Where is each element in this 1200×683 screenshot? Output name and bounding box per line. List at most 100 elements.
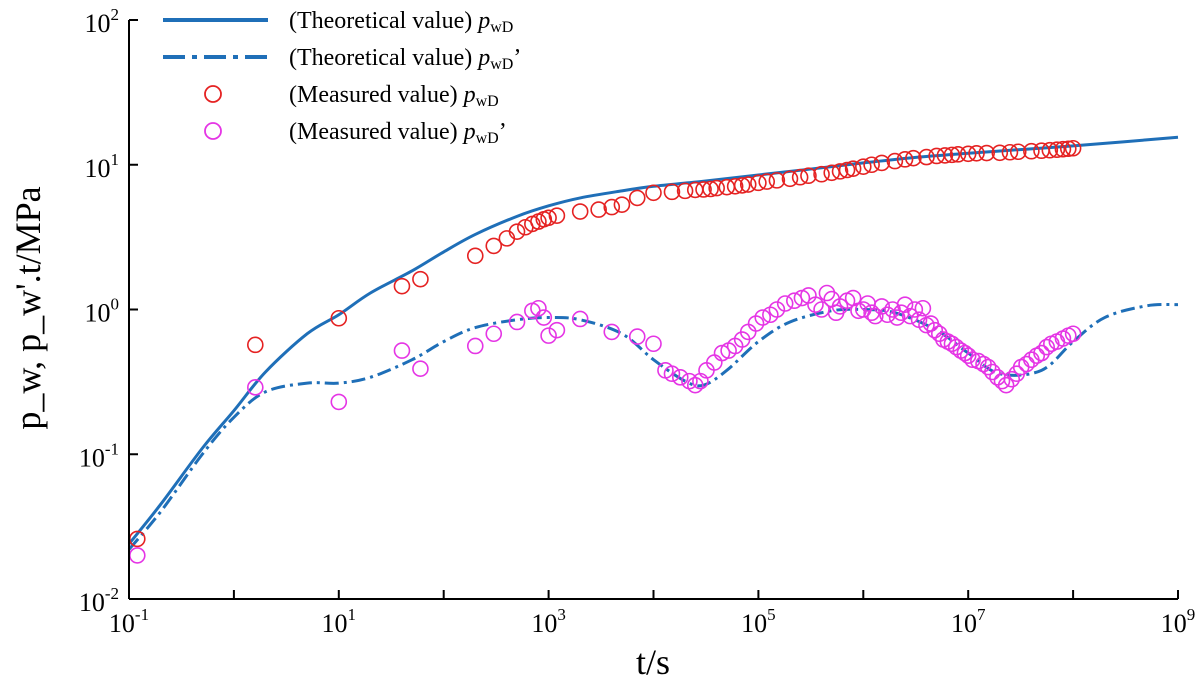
- data-point-series-3: [603, 198, 621, 216]
- data-point-series-4: [879, 306, 896, 324]
- y-tick-label: 10-2: [79, 584, 119, 617]
- data-point-series-4: [818, 284, 836, 302]
- y-tick-label: 102: [85, 5, 120, 38]
- x-tick-label: 105: [741, 605, 776, 638]
- data-point-series-3: [498, 230, 516, 247]
- data-point-series-3: [1041, 141, 1059, 159]
- data-point-series-4: [776, 295, 794, 312]
- data-point-series-3: [508, 223, 526, 240]
- data-point-series-4: [530, 299, 547, 317]
- legend-label-2: (Theoretical value) pwD’: [289, 45, 521, 73]
- data-point-series-3: [991, 144, 1009, 162]
- data-point-series-3: [676, 182, 694, 200]
- data-point-series-4: [645, 335, 662, 353]
- data-point-series-3: [1054, 140, 1072, 158]
- plot-marks: [127, 135, 1179, 564]
- data-point-series-3: [695, 181, 712, 198]
- data-point-series-3: [702, 180, 719, 198]
- data-point-series-4: [671, 369, 689, 386]
- data-point-series-4: [914, 299, 932, 317]
- data-point-series-3: [905, 149, 922, 167]
- data-point-series-4: [1018, 355, 1035, 373]
- data-point-series-4: [896, 296, 914, 313]
- data-point-series-4: [508, 313, 526, 331]
- data-point-series-4: [548, 321, 566, 339]
- data-point-series-4: [888, 309, 906, 326]
- data-point-series-3: [943, 146, 961, 164]
- data-point-series-4: [1064, 325, 1082, 343]
- legend-label-4: (Measured value) pwD’: [289, 119, 507, 147]
- data-point-series-3: [844, 160, 862, 177]
- data-point-series-3: [791, 168, 809, 186]
- data-point-series-4: [786, 292, 803, 310]
- data-point-series-4: [129, 547, 146, 564]
- data-point-series-4: [984, 363, 1001, 381]
- data-point-series-4: [485, 325, 503, 343]
- data-point-series-3: [936, 147, 954, 164]
- data-point-series-4: [947, 338, 965, 356]
- data-point-series-4: [412, 360, 429, 377]
- y-axis-title: p_w, p_w'.t/MPa: [8, 186, 48, 429]
- data-point-series-3: [590, 201, 607, 218]
- data-point-series-3: [645, 184, 662, 202]
- data-point-series-3: [330, 309, 348, 327]
- data-point-series-3: [918, 148, 935, 166]
- legend-marker-3: [204, 85, 222, 103]
- data-point-series-3: [896, 151, 914, 168]
- data-point-series-3: [873, 154, 891, 172]
- data-point-series-4: [964, 351, 981, 369]
- data-point-series-3: [831, 163, 849, 180]
- data-point-series-3: [663, 183, 681, 201]
- legend-label-1: (Theoretical value) pwD: [289, 8, 513, 36]
- legend-label-3: (Measured value) pwD: [289, 82, 499, 110]
- data-point-series-3: [1033, 142, 1050, 160]
- data-point-series-4: [768, 301, 786, 318]
- x-tick-label: 107: [951, 605, 986, 638]
- data-point-series-4: [1003, 370, 1021, 388]
- data-point-series-3: [708, 179, 725, 197]
- data-point-series-3: [823, 164, 841, 182]
- x-tick-label: 10-1: [109, 605, 149, 638]
- data-point-series-4: [540, 327, 557, 344]
- data-point-series-3: [758, 173, 776, 190]
- data-point-series-3: [886, 152, 904, 170]
- data-point-series-4: [393, 342, 411, 359]
- x-tick-label: 101: [322, 605, 357, 638]
- data-point-series-4: [628, 328, 646, 345]
- data-point-series-4: [663, 365, 681, 383]
- series-line-1: [127, 135, 1179, 545]
- data-point-series-3: [838, 161, 856, 179]
- data-point-series-3: [540, 209, 557, 227]
- data-point-series-4: [330, 393, 348, 411]
- data-point-series-4: [571, 310, 589, 328]
- data-point-series-4: [979, 358, 997, 376]
- data-point-series-3: [613, 196, 631, 213]
- data-point-series-3: [813, 165, 830, 183]
- data-point-series-3: [571, 203, 589, 220]
- legend: (Theoretical value) pwD (Theoretical valu…: [163, 8, 521, 147]
- data-point-series-3: [949, 146, 967, 163]
- data-point-series-3: [726, 177, 744, 195]
- data-point-series-3: [686, 181, 704, 199]
- data-point-series-4: [906, 301, 924, 318]
- data-point-series-4: [1033, 344, 1050, 362]
- data-point-series-3: [739, 176, 757, 193]
- data-point-series-3: [1064, 139, 1082, 157]
- data-point-series-4: [1038, 338, 1055, 356]
- data-point-series-3: [781, 170, 799, 188]
- y-tick-label: 100: [85, 295, 120, 328]
- y-tick-label: 10-1: [79, 439, 119, 472]
- data-point-series-3: [628, 189, 646, 207]
- data-point-series-4: [926, 321, 944, 339]
- y-tick-label: 101: [85, 150, 120, 183]
- data-point-series-3: [733, 177, 751, 194]
- data-point-series-3: [768, 172, 786, 189]
- x-tick-label: 103: [531, 605, 566, 638]
- data-point-series-3: [968, 144, 985, 162]
- data-point-series-3: [1001, 143, 1019, 161]
- data-point-series-4: [466, 337, 484, 355]
- data-point-series-4: [993, 372, 1011, 390]
- data-point-series-3: [750, 174, 767, 192]
